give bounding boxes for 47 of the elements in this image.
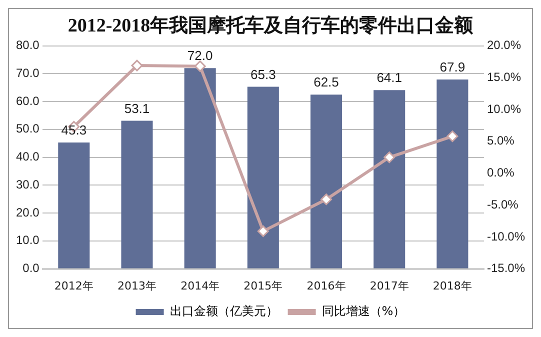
point xyxy=(194,60,206,72)
data-label: 72.0 xyxy=(187,48,213,64)
point xyxy=(384,152,396,164)
x-tick-label: 2013年 xyxy=(117,279,156,292)
x-tick-label: 2016年 xyxy=(306,279,346,292)
data-label: 53.1 xyxy=(124,100,150,116)
point xyxy=(320,194,332,206)
y-tick-label: 10.0 xyxy=(16,233,40,248)
data-label: 65.3 xyxy=(250,66,276,82)
y-tick-label: 70.0 xyxy=(16,66,40,80)
point xyxy=(446,130,458,142)
legend-label: 同比增速（%） xyxy=(322,304,406,318)
data-label: 45.3 xyxy=(61,122,87,138)
x-tick-label: 2014年 xyxy=(180,279,220,292)
y2-tick-label: -15.0% xyxy=(486,261,526,276)
y-tick-label: 80.0 xyxy=(16,38,40,52)
x-tick-label: 2017年 xyxy=(370,279,409,292)
data-label: 67.9 xyxy=(440,60,466,75)
bar xyxy=(436,80,468,268)
y2-tick-label: 5.0% xyxy=(486,134,515,148)
bar xyxy=(58,142,90,268)
y2-tick-label: 20.0% xyxy=(486,38,522,52)
point xyxy=(131,60,143,72)
x-tick-label: 2012年 xyxy=(54,279,94,292)
y2-tick-label: 15.0% xyxy=(486,70,522,84)
bar xyxy=(374,90,406,268)
y-tick-label: 20.0 xyxy=(16,205,40,220)
bar xyxy=(184,68,216,268)
data-label: 64.1 xyxy=(376,70,402,86)
y2-tick-label: 0.0% xyxy=(486,166,515,180)
y2-tick-label: 10.0% xyxy=(486,102,522,116)
bar xyxy=(310,94,342,268)
y-tick-label: 50.0 xyxy=(16,122,40,136)
y2-tick-label: -5.0% xyxy=(486,197,519,212)
y2-tick-label: -10.0% xyxy=(486,229,526,244)
point xyxy=(257,225,269,237)
y-tick-label: 60.0 xyxy=(16,94,40,108)
chart-title: 2012-2018年我国摩托车及自行车的零件出口金额 xyxy=(68,14,474,36)
x-tick-label: 2018年 xyxy=(432,279,472,292)
x-tick-label: 2015年 xyxy=(244,279,283,292)
y-tick-label: 0.0 xyxy=(22,261,40,276)
bar xyxy=(247,86,279,268)
bar xyxy=(121,120,153,268)
y-tick-label: 40.0 xyxy=(16,150,40,164)
y-tick-label: 30.0 xyxy=(16,177,40,192)
data-label: 62.5 xyxy=(314,74,339,90)
legend-label: 出口金额（亿美元） xyxy=(170,304,278,318)
